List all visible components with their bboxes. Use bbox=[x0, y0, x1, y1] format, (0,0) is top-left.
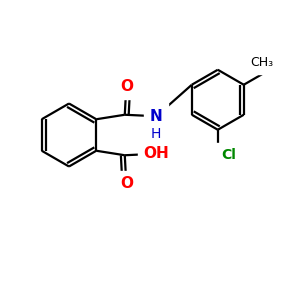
Text: H: H bbox=[151, 127, 161, 141]
Text: N: N bbox=[150, 109, 163, 124]
Text: O: O bbox=[120, 79, 133, 94]
Text: Cl: Cl bbox=[221, 148, 236, 162]
Text: O: O bbox=[120, 176, 133, 191]
Text: CH₃: CH₃ bbox=[250, 56, 274, 69]
Text: OH: OH bbox=[143, 146, 169, 161]
